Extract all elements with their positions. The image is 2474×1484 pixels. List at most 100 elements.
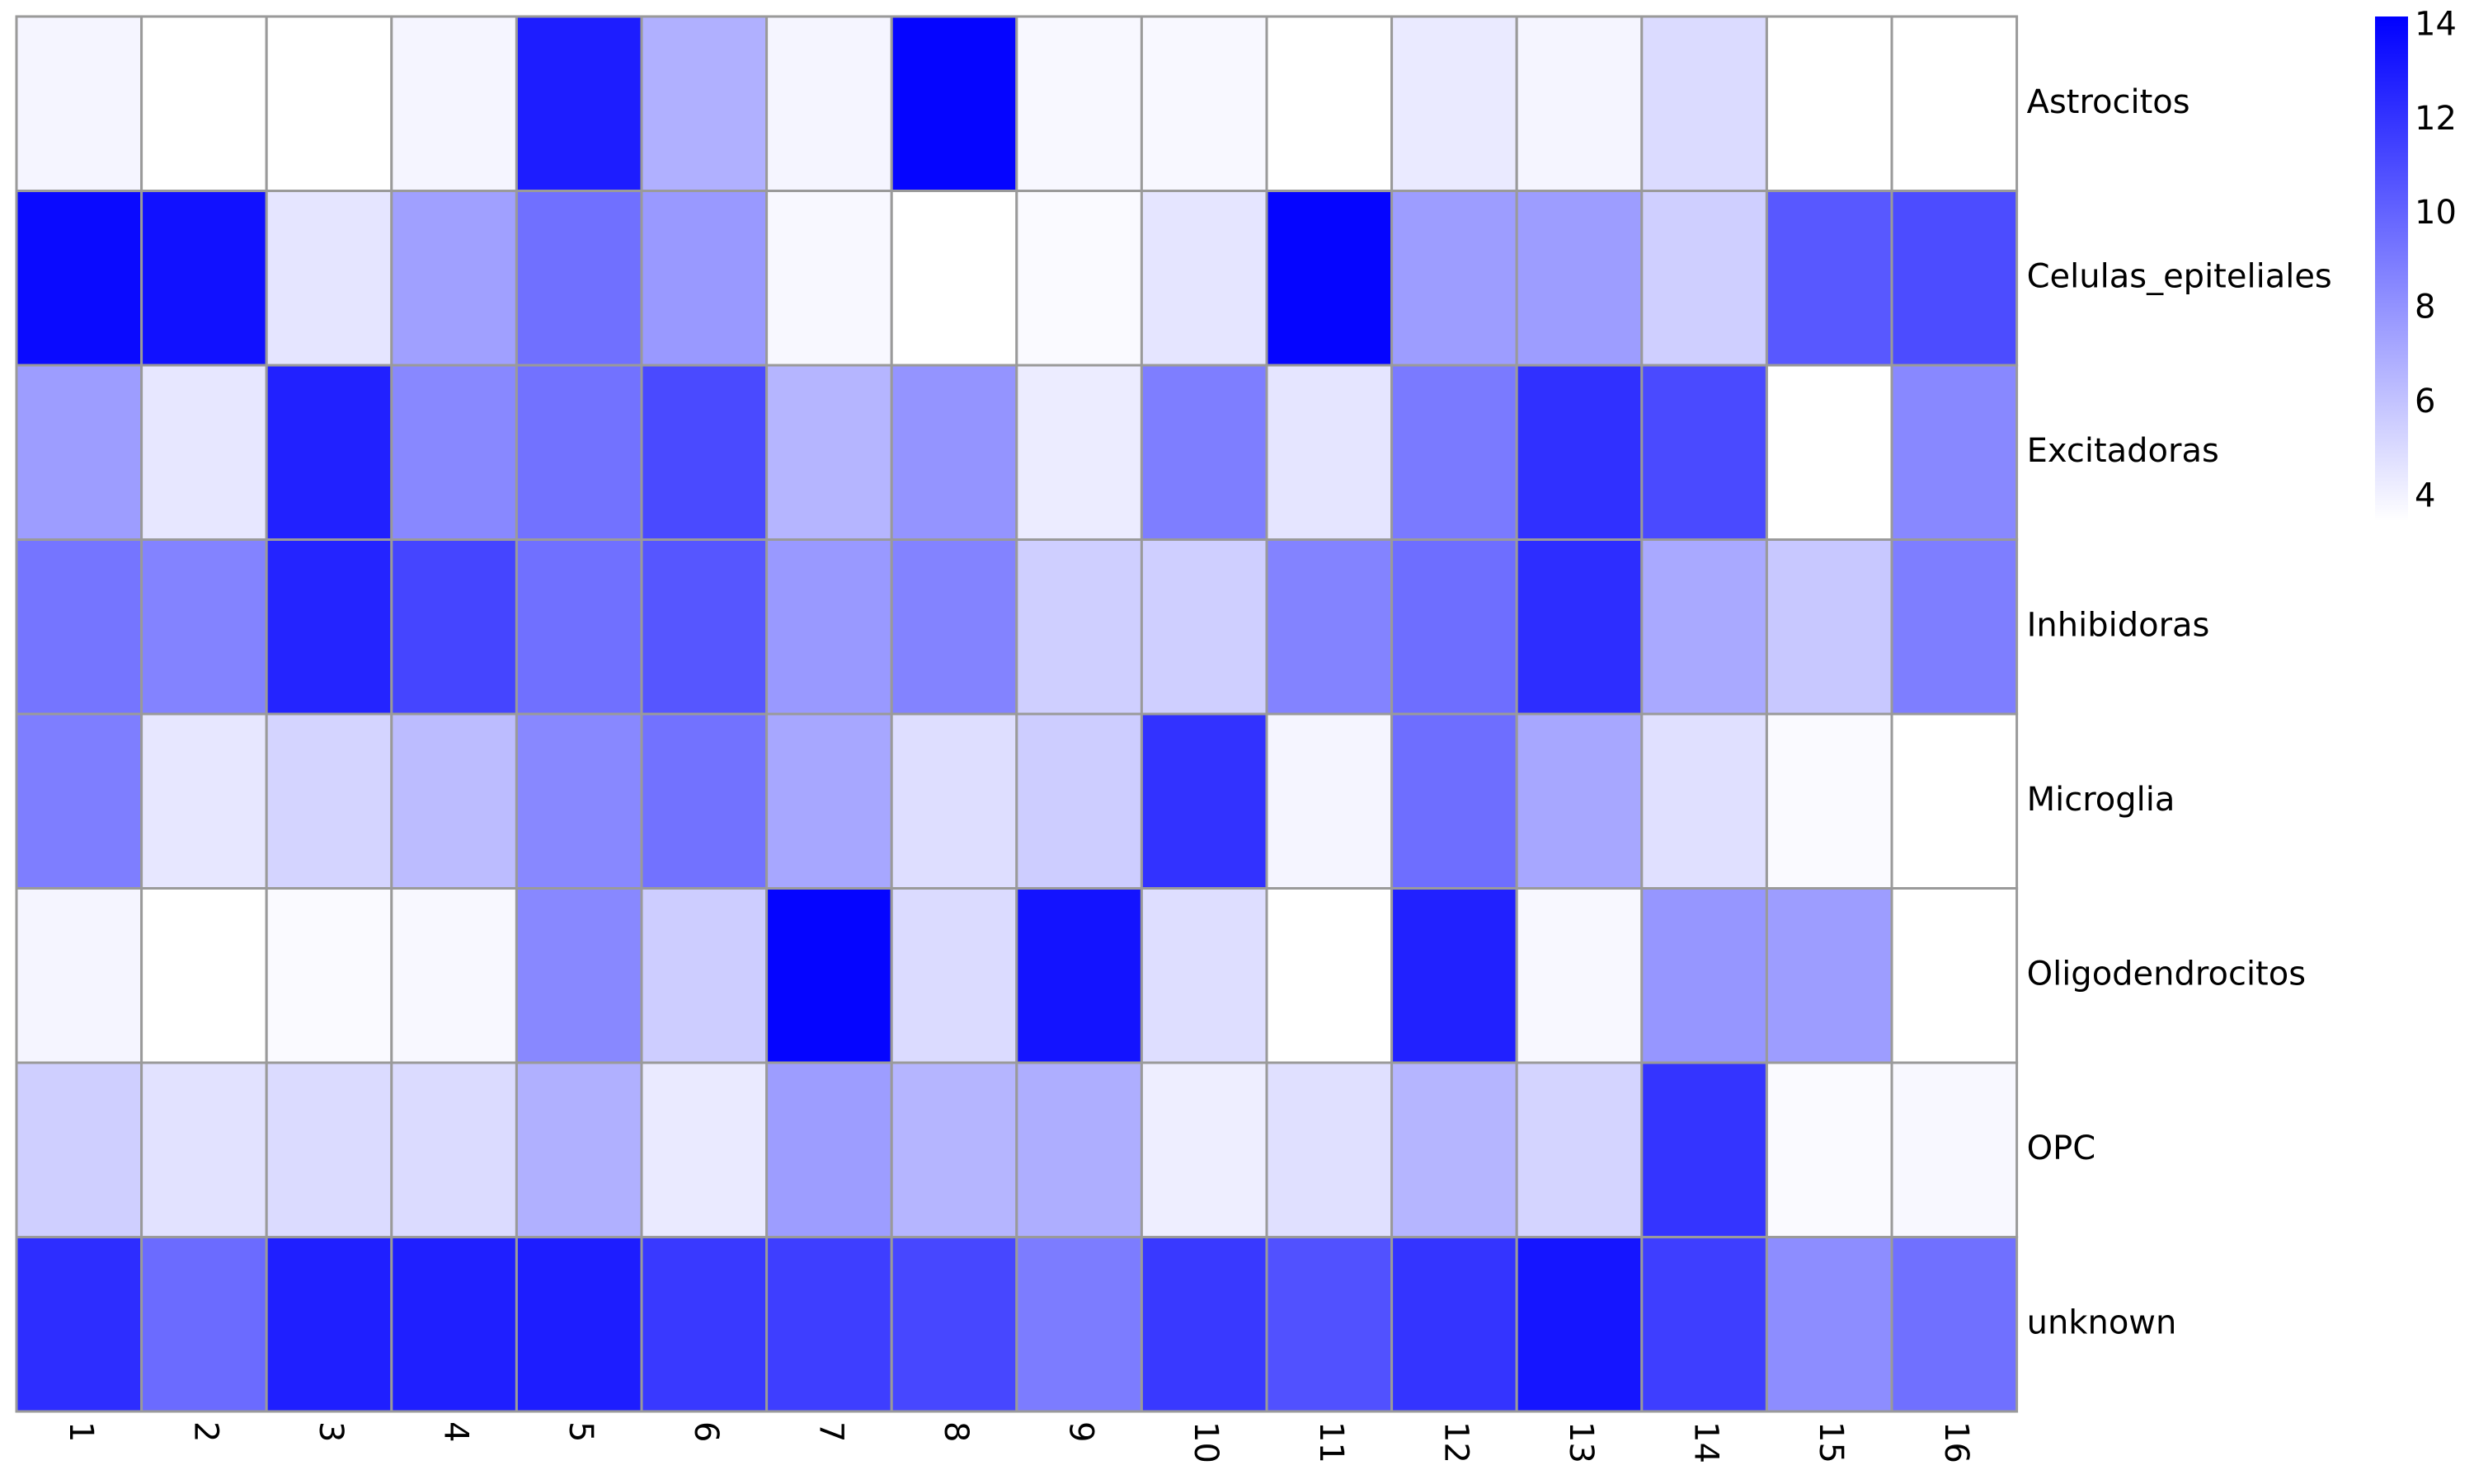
heatmap-cell xyxy=(890,538,1018,716)
heatmap-cell xyxy=(1640,1236,1768,1413)
heatmap-cell xyxy=(1265,1236,1394,1413)
heatmap-cell xyxy=(1015,1061,1143,1238)
heatmap-cell xyxy=(140,1061,268,1238)
column-label: 10 xyxy=(1187,1421,1225,1463)
heatmap-cell xyxy=(1890,538,2019,716)
heatmap-cell xyxy=(1890,364,2019,541)
heatmap-cell xyxy=(140,712,268,890)
heatmap-cell xyxy=(1390,538,1518,716)
heatmap-cell xyxy=(265,1061,393,1238)
heatmap-cell xyxy=(1140,887,1268,1064)
heatmap-cell xyxy=(1390,887,1518,1064)
heatmap-cell xyxy=(765,538,893,716)
heatmap-cell xyxy=(15,887,143,1064)
heatmap-cell xyxy=(515,712,643,890)
heatmap-cell xyxy=(515,364,643,541)
heatmap-cell xyxy=(1390,15,1518,192)
heatmap-cell xyxy=(640,15,769,192)
heatmap-cell xyxy=(1890,887,2019,1064)
heatmap-cell xyxy=(1765,538,1893,716)
heatmap-cell xyxy=(515,190,643,367)
heatmap-cell xyxy=(15,712,143,890)
heatmap-cell xyxy=(1640,15,1768,192)
row-label: OPC xyxy=(2027,1129,2096,1167)
heatmap-cell xyxy=(140,538,268,716)
colorbar-tick-label: 6 xyxy=(2415,383,2435,420)
heatmap-cell xyxy=(890,712,1018,890)
heatmap-cell xyxy=(890,1061,1018,1238)
row-labels: Astrocitos Celulas_epiteliales Excitadoras… xyxy=(2027,83,2332,1342)
heatmap-cell xyxy=(1765,1061,1893,1238)
heatmap-cell xyxy=(265,15,393,192)
heatmap-cell xyxy=(140,1236,268,1413)
row-label: Astrocitos xyxy=(2027,83,2190,121)
row-label: unknown xyxy=(2027,1303,2177,1341)
heatmap-cell xyxy=(640,538,769,716)
heatmap-cell xyxy=(515,538,643,716)
heatmap-cell xyxy=(1640,1061,1768,1238)
heatmap-cell xyxy=(265,364,393,541)
heatmap-cell xyxy=(890,1236,1018,1413)
heatmap-cell xyxy=(890,364,1018,541)
heatmap-cell xyxy=(765,1236,893,1413)
heatmap-cell xyxy=(15,15,143,192)
heatmap-cell xyxy=(390,538,518,716)
column-label: 15 xyxy=(1812,1421,1850,1463)
heatmap-cell xyxy=(1140,538,1268,716)
column-label: 13 xyxy=(1562,1421,1600,1463)
heatmap-cell xyxy=(765,712,893,890)
heatmap-cell xyxy=(1140,190,1268,367)
heatmap-cell xyxy=(1890,1236,2019,1413)
heatmap-cell xyxy=(1890,1061,2019,1238)
heatmap-cell xyxy=(765,190,893,367)
row-label: Celulas_epiteliales xyxy=(2027,257,2332,295)
column-label: 7 xyxy=(811,1421,849,1442)
heatmap-cell xyxy=(15,190,143,367)
heatmap-cell xyxy=(1265,712,1394,890)
heatmap-cell xyxy=(140,364,268,541)
heatmap-cell xyxy=(1515,1061,1644,1238)
heatmap-cell xyxy=(1390,1061,1518,1238)
heatmap-cell xyxy=(515,1061,643,1238)
heatmap-cell xyxy=(1890,190,2019,367)
heatmap-cell xyxy=(515,15,643,192)
heatmap-cell xyxy=(1640,887,1768,1064)
heatmap-cell xyxy=(1015,538,1143,716)
heatmap-cell xyxy=(390,15,518,192)
heatmap-cell xyxy=(1640,712,1768,890)
heatmap-cell xyxy=(1265,538,1394,716)
heatmap-cell xyxy=(265,190,393,367)
heatmap-cell xyxy=(1515,364,1644,541)
heatmap-cell xyxy=(765,364,893,541)
heatmap-cell xyxy=(1015,1236,1143,1413)
column-labels: 1 2 3 4 5 6 7 8 9 10 11 12 13 14 15 16 xyxy=(62,1421,1975,1463)
heatmap-cell xyxy=(765,1061,893,1238)
column-label: 3 xyxy=(312,1421,350,1442)
heatmap-cell xyxy=(1890,712,2019,890)
heatmap-cell xyxy=(765,887,893,1064)
column-label: 8 xyxy=(937,1421,975,1442)
heatmap-cell xyxy=(1765,364,1893,541)
heatmap-cell xyxy=(1765,190,1893,367)
heatmap-cell xyxy=(640,364,769,541)
heatmap-cell xyxy=(1140,1061,1268,1238)
row-label: Oligodendrocitos xyxy=(2027,955,2306,993)
colorbar: 4 6 8 10 12 14 xyxy=(2375,5,2457,521)
column-label: 11 xyxy=(1312,1421,1350,1463)
heatmap-cell xyxy=(390,190,518,367)
heatmap-cell xyxy=(1515,538,1644,716)
heatmap-cell xyxy=(390,887,518,1064)
heatmap-cell xyxy=(265,712,393,890)
heatmap-cell xyxy=(640,887,769,1064)
heatmap-cell xyxy=(1390,190,1518,367)
heatmap-cell xyxy=(1640,190,1768,367)
heatmap-cell xyxy=(515,887,643,1064)
heatmap-cell xyxy=(1140,364,1268,541)
heatmap-cell xyxy=(265,887,393,1064)
heatmap-cell xyxy=(140,887,268,1064)
heatmap-cell xyxy=(1265,1061,1394,1238)
colorbar-gradient xyxy=(2375,16,2408,521)
heatmap-cell xyxy=(890,190,1018,367)
heatmap-cell xyxy=(140,190,268,367)
